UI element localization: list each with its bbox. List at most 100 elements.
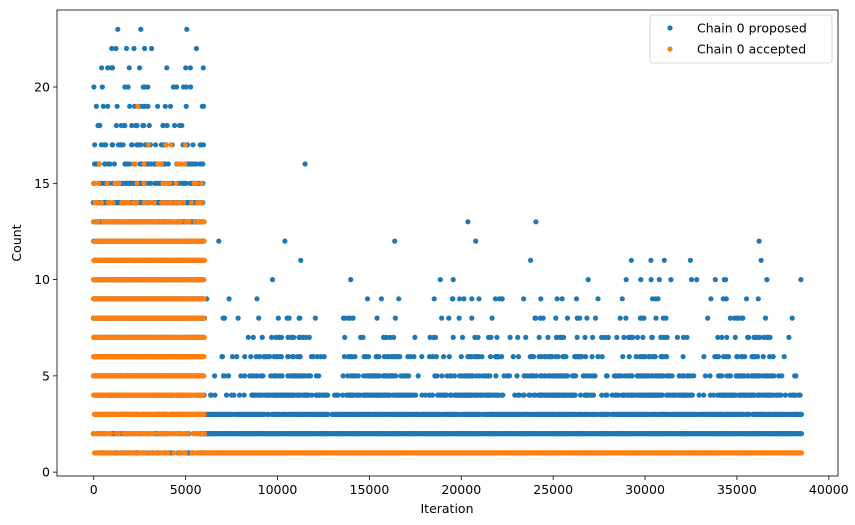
proposed-point <box>115 26 121 32</box>
proposed-point <box>441 354 447 360</box>
proposed-point <box>254 373 260 379</box>
proposed-point <box>172 122 178 129</box>
proposed-point <box>758 257 764 263</box>
proposed-point <box>248 354 254 360</box>
proposed-point <box>757 334 763 340</box>
proposed-point <box>200 161 206 167</box>
proposed-point <box>193 161 199 167</box>
proposed-point <box>286 315 292 321</box>
proposed-point <box>506 373 513 379</box>
accepted-point <box>132 450 138 456</box>
proposed-point <box>561 334 567 340</box>
proposed-point <box>120 142 126 148</box>
proposed-point <box>707 373 713 379</box>
proposed-point <box>798 411 805 417</box>
proposed-point <box>459 334 466 340</box>
accepted-point <box>201 238 207 244</box>
proposed-point <box>226 296 232 302</box>
proposed-point <box>110 65 116 71</box>
proposed-point <box>487 373 493 379</box>
accepted-point <box>148 200 154 206</box>
proposed-point <box>533 373 540 379</box>
proposed-point <box>221 315 228 321</box>
proposed-point <box>422 392 429 398</box>
proposed-point <box>309 392 315 398</box>
proposed-point <box>129 142 135 148</box>
proposed-point <box>302 161 308 167</box>
proposed-point <box>756 238 762 244</box>
proposed-point <box>488 334 494 340</box>
proposed-point <box>786 334 792 340</box>
proposed-point <box>126 65 132 71</box>
proposed-point <box>614 334 620 340</box>
proposed-point <box>648 277 654 283</box>
proposed-point <box>767 334 773 340</box>
proposed-point <box>719 373 725 379</box>
proposed-point <box>592 373 598 379</box>
proposed-point <box>599 334 605 340</box>
proposed-point <box>457 296 463 302</box>
proposed-point <box>450 277 456 283</box>
proposed-point <box>533 219 539 225</box>
proposed-point <box>450 296 456 302</box>
proposed-point <box>523 334 529 340</box>
proposed-point <box>312 315 318 321</box>
proposed-point <box>619 296 625 302</box>
proposed-point <box>267 354 273 360</box>
proposed-point <box>406 373 412 379</box>
proposed-point <box>413 392 419 398</box>
proposed-point <box>122 122 128 129</box>
accepted-point <box>200 392 206 398</box>
proposed-point <box>648 257 654 263</box>
proposed-point <box>149 45 155 52</box>
proposed-point <box>141 122 147 129</box>
proposed-point <box>145 103 151 109</box>
proposed-point <box>321 354 327 360</box>
proposed-point <box>340 392 346 398</box>
accepted-point <box>148 450 155 456</box>
proposed-point <box>238 373 244 379</box>
proposed-point <box>200 65 206 71</box>
proposed-point <box>573 296 580 302</box>
proposed-point <box>742 354 748 360</box>
proposed-point <box>134 122 140 129</box>
proposed-point <box>549 354 555 360</box>
proposed-point <box>687 257 694 263</box>
proposed-point <box>433 354 439 360</box>
proposed-point <box>540 315 546 321</box>
proposed-point <box>234 354 240 360</box>
accepted-point <box>182 450 188 456</box>
proposed-point <box>527 392 533 398</box>
proposed-point <box>599 354 605 360</box>
proposed-point <box>563 354 569 360</box>
proposed-point <box>307 373 314 379</box>
proposed-point <box>755 354 761 360</box>
proposed-point <box>465 219 471 225</box>
proposed-point <box>374 315 380 321</box>
proposed-point <box>564 373 571 379</box>
proposed-point <box>653 315 659 321</box>
proposed-point <box>446 315 452 321</box>
proposed-point <box>393 373 399 379</box>
proposed-point <box>111 161 117 167</box>
proposed-point <box>184 26 190 32</box>
accepted-point <box>151 200 157 206</box>
proposed-point <box>572 392 578 398</box>
proposed-point <box>242 373 248 379</box>
proposed-point <box>688 277 695 283</box>
accepted-point <box>165 431 172 437</box>
proposed-point <box>559 296 565 302</box>
accepted-point <box>95 219 101 225</box>
proposed-point <box>229 354 236 360</box>
proposed-point <box>285 354 291 360</box>
proposed-point <box>533 315 539 321</box>
proposed-point <box>642 354 648 360</box>
proposed-point <box>732 334 738 340</box>
proposed-point <box>531 354 537 360</box>
proposed-point <box>125 84 131 90</box>
proposed-point <box>105 103 111 109</box>
proposed-point <box>492 296 498 302</box>
accepted-point <box>201 219 207 225</box>
proposed-point <box>479 354 485 360</box>
proposed-point <box>431 296 437 302</box>
